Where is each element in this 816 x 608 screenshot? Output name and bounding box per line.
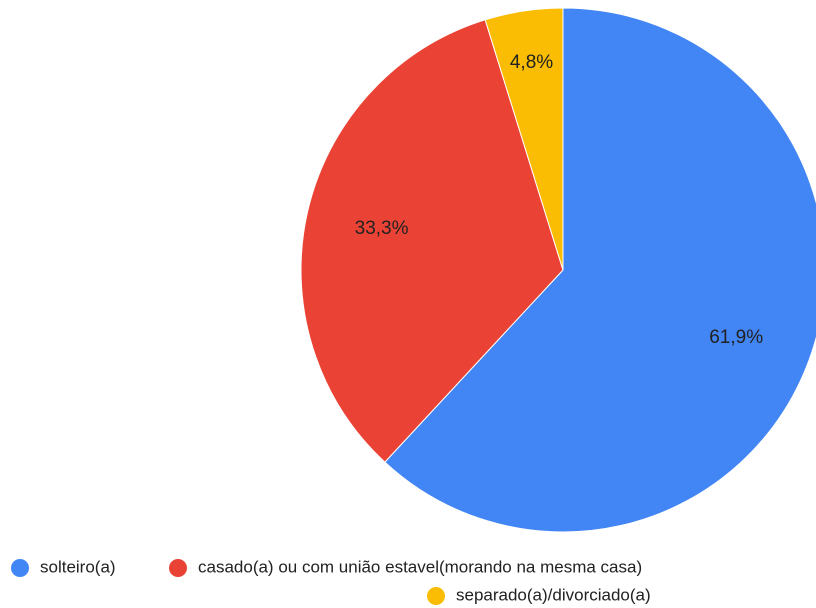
pie-slice xyxy=(384,7,816,533)
legend-swatch xyxy=(169,559,187,577)
slice-label: 61,9% xyxy=(709,327,763,348)
pie-slice xyxy=(300,19,564,463)
legend-swatch xyxy=(11,559,29,577)
legend-label: solteiro(a) xyxy=(40,557,116,576)
slice-label: 33,3% xyxy=(355,218,409,239)
legend-swatch xyxy=(427,587,445,605)
legend-label: casado(a) ou com união estavel(morando n… xyxy=(198,557,642,576)
slice-label: 4,8% xyxy=(510,52,553,73)
pie-slice xyxy=(484,7,564,271)
legend-label: separado(a)/divorciado(a) xyxy=(456,585,651,604)
